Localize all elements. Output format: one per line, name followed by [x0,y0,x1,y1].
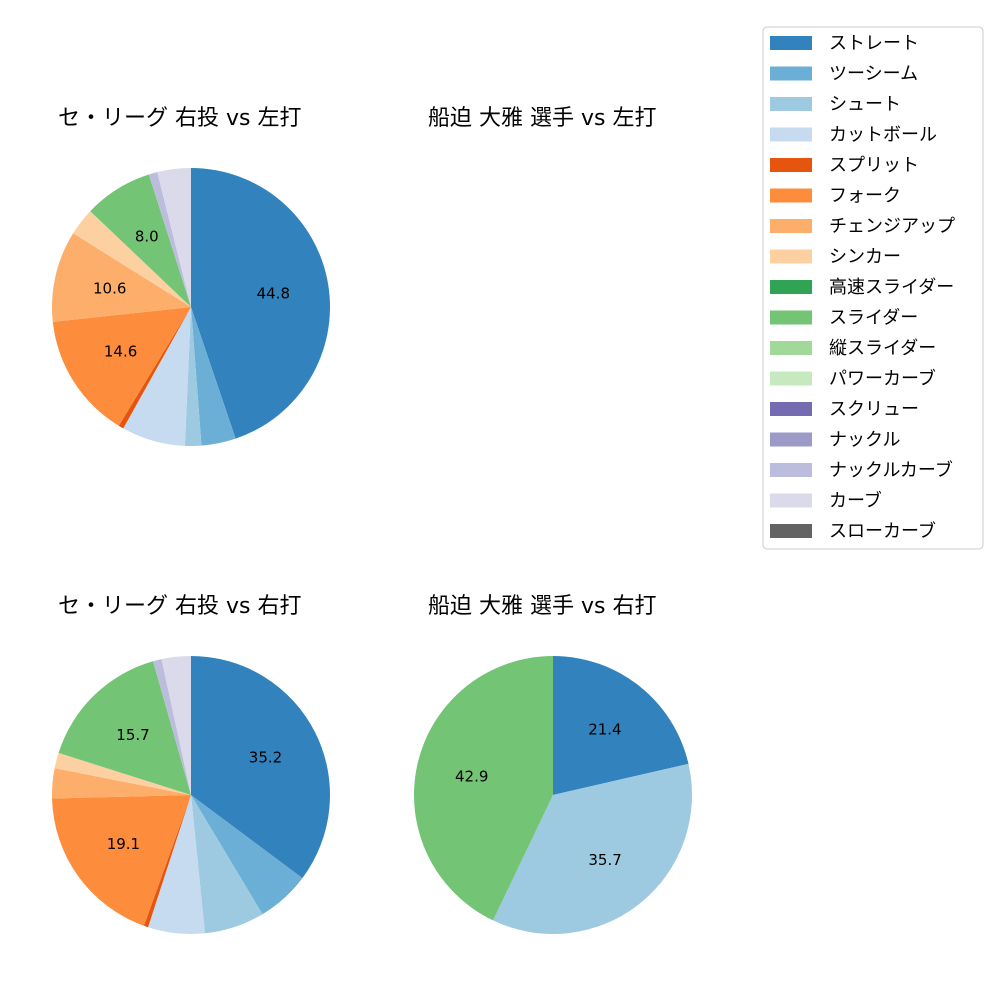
slice-label: 35.7 [588,851,621,869]
legend-swatch [770,371,812,386]
legend-swatch [770,66,812,81]
pie-slice [191,656,331,879]
legend-item: スクリュー [770,399,919,420]
legend-label: スライダー [829,308,918,329]
legend-swatch [770,493,812,508]
legend-item: カットボール [770,125,937,146]
legend-label: 縦スライダー [829,338,936,359]
slice-label: 14.6 [104,343,137,361]
legend-swatch [770,188,812,203]
legend-swatch [770,97,812,111]
legend-item: スローカーブ [770,520,936,542]
legend-label: ツーシーム [829,64,918,85]
legend-swatch [770,432,812,447]
slice-label: 15.7 [116,726,149,744]
pie-chart-2: 船迫 大雅 選手 vs 左打 [428,106,656,131]
pie-slice [191,795,303,915]
legend-item: チェンジアップ [770,216,955,237]
slice-label: 21.4 [588,721,621,739]
pie-slice [161,656,191,795]
pie-slice [191,168,331,439]
pie-slice [51,768,192,799]
legend-item: ナックルカーブ [770,459,953,481]
chart-title: セ・リーグ 右投 vs 右打 [58,594,301,619]
legend-item: ナックル [770,430,900,451]
legend-label: カットボール [829,125,937,146]
legend-label: フォーク [829,186,901,207]
slice-label: 10.6 [93,279,126,297]
legend-swatch [770,310,812,325]
legend-label: チェンジアップ [829,216,955,237]
legend-item: ストレート [770,33,919,54]
legend-label: 高速スライダー [829,277,954,298]
legend-item: 高速スライダー [770,277,954,298]
slice-label: 44.8 [257,284,290,302]
slice-label: 42.9 [455,768,488,786]
legend-swatch [770,402,812,416]
slice-label: 35.2 [249,749,282,767]
pie-chart-3: セ・リーグ 右投 vs 右打 35.2 19.1 15.7 [51,594,331,935]
legend-label: ナックル [829,430,900,451]
legend-item: パワーカーブ [770,368,936,390]
slice-label: 19.1 [107,835,140,853]
pie-slice [157,167,191,307]
pie-chart-4: 船迫 大雅 選手 vs 右打 21.4 35.7 42.9 [413,594,693,935]
pie-slice [143,795,191,928]
legend-swatch [770,249,812,264]
pie-slice [118,307,191,429]
legend-frame [762,26,984,550]
legend-item: シュート [770,94,901,115]
slice-label: 8.0 [135,227,159,245]
legend-item: 縦スライダー [770,338,936,359]
pie-slice [58,661,191,795]
legend-label: カーブ [829,490,882,512]
pie-slice [52,795,191,926]
legend-label: スローカーブ [829,520,936,542]
legend-label: スクリュー [829,399,919,420]
pie-chart-1: セ・リーグ 右投 vs 左打 44.8 14.6 10.6 8.0 [51,106,331,447]
legend-swatch [770,463,812,477]
legend-label: パワーカーブ [829,368,936,390]
legend-swatch [770,219,812,233]
pie-slice [413,656,553,921]
legend-item: シンカー [770,247,901,268]
pie-slice [73,211,191,307]
pie-slice [184,307,202,447]
legend-label: ナックルカーブ [829,459,953,481]
legend-item: スライダー [770,308,918,329]
pie-slice [148,172,191,307]
pies-group: セ・リーグ 右投 vs 左打 44.8 14.6 10.6 8.0 船迫 大雅 選手 vs… [51,106,693,935]
pie-slice [493,763,693,935]
chart-title: 船迫 大雅 選手 vs 右打 [428,594,656,619]
pie-slice [191,307,236,446]
legend-item: フォーク [770,186,901,207]
legend-swatch [770,341,812,355]
pie-slice [51,233,192,322]
chart-title: セ・リーグ 右投 vs 左打 [58,106,301,131]
pie-slice [52,307,191,426]
pie-slice [54,752,191,795]
legend-swatch [770,36,812,50]
legend-item: ツーシーム [770,64,918,85]
pie-slice [153,659,191,795]
chart-title: 船迫 大雅 選手 vs 左打 [428,106,656,131]
pie-slice [191,795,263,934]
legend-label: スプリット [829,155,919,176]
pie-slice [148,795,205,935]
legend-swatch [770,280,812,294]
legend-item: スプリット [770,155,919,176]
pie-slice [123,307,191,446]
legend-label: ストレート [829,33,919,54]
legend-swatch [770,524,812,538]
legend-items: ストレートツーシームシュートカットボールスプリットフォークチェンジアップシンカー… [770,33,955,542]
legend-swatch [770,158,812,172]
legend-swatch [770,127,812,142]
pie-slice [553,656,689,795]
legend-label: シンカー [829,247,901,268]
legend-label: シュート [829,94,901,115]
legend: ストレートツーシームシュートカットボールスプリットフォークチェンジアップシンカー… [762,26,984,550]
pie-slice [90,174,191,307]
legend-item: カーブ [770,490,882,512]
